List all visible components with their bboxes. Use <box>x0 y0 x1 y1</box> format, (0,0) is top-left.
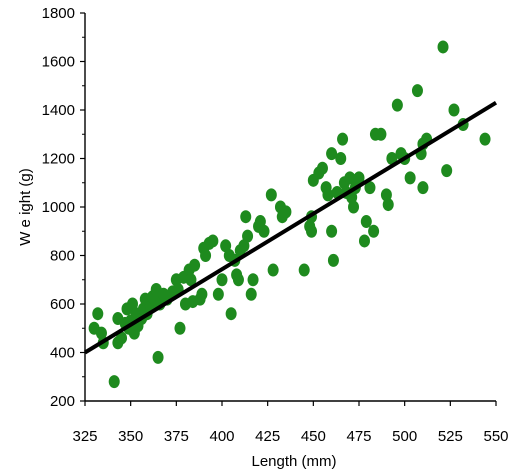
data-point <box>326 147 338 161</box>
data-point <box>298 263 310 277</box>
data-point <box>92 307 104 321</box>
data-point <box>380 188 392 202</box>
data-point <box>386 152 398 165</box>
data-point <box>368 224 380 238</box>
y-tick-label: 1400 <box>42 102 75 119</box>
y-axis-label: W e ight (g) <box>17 168 34 246</box>
data-point <box>245 287 257 301</box>
data-point <box>116 331 128 345</box>
data-point <box>225 307 237 321</box>
data-point <box>280 205 292 219</box>
x-tick-label: 375 <box>164 428 189 445</box>
data-point <box>344 171 356 185</box>
data-point <box>152 350 164 364</box>
y-tick-label: 1600 <box>42 54 75 71</box>
x-tick-label: 475 <box>346 428 371 445</box>
data-point <box>247 273 259 287</box>
data-point <box>189 258 201 272</box>
y-tick-label: 400 <box>50 345 75 362</box>
data-point <box>322 188 334 202</box>
y-tick-label: 1800 <box>42 5 75 22</box>
plot-area: 200 400 600 800 1000 1200 1400 1600 1800 325 350 37… <box>42 5 509 445</box>
data-point <box>337 132 349 146</box>
x-tick-label: 500 <box>392 428 417 445</box>
data-point <box>358 234 370 248</box>
y-tick-label: 1200 <box>42 151 75 168</box>
data-point <box>196 287 208 301</box>
data-point <box>411 84 423 98</box>
data-point <box>185 273 197 287</box>
x-tick-label: 525 <box>438 428 463 445</box>
data-point <box>306 224 318 238</box>
x-tick-label: 400 <box>209 428 234 445</box>
data-point <box>258 224 270 238</box>
trend-line <box>83 101 498 355</box>
data-point <box>335 152 347 165</box>
data-point <box>212 287 224 301</box>
data-point <box>441 164 453 178</box>
data-point <box>267 263 279 277</box>
data-point <box>240 210 252 224</box>
data-point <box>382 198 394 212</box>
data-point <box>207 234 219 248</box>
data-point <box>108 375 120 389</box>
data-point <box>375 127 387 141</box>
y-tick-label: 1000 <box>42 199 75 216</box>
x-tick-label: 325 <box>72 428 97 445</box>
data-point <box>238 239 250 253</box>
data-point <box>417 181 429 195</box>
data-point <box>232 273 244 287</box>
data-point <box>126 297 138 311</box>
data-point <box>316 161 328 175</box>
y-tick-label: 600 <box>50 296 75 313</box>
data-point <box>174 321 186 335</box>
x-tick-label: 550 <box>483 428 508 445</box>
data-point <box>220 239 232 253</box>
data-point <box>200 249 212 262</box>
data-point <box>353 171 365 185</box>
data-point <box>265 188 277 202</box>
data-point <box>216 273 228 287</box>
data-point <box>95 326 107 340</box>
x-tick-label: 350 <box>118 428 143 445</box>
data-point <box>326 224 338 238</box>
x-axis-label: Length (mm) <box>251 453 336 470</box>
data-point <box>364 181 376 195</box>
data-point <box>254 215 266 229</box>
data-point <box>327 253 339 267</box>
data-point <box>391 98 403 112</box>
x-tick-label: 425 <box>255 428 280 445</box>
y-tick-label: 800 <box>50 248 75 265</box>
data-point <box>348 200 360 214</box>
y-tick-label: 200 <box>50 393 75 410</box>
data-point <box>360 215 372 229</box>
data-point <box>479 132 491 146</box>
data-point <box>448 103 460 117</box>
data-point <box>437 40 449 54</box>
x-tick-label: 450 <box>301 428 326 445</box>
data-point <box>404 171 416 185</box>
data-point <box>242 229 254 243</box>
